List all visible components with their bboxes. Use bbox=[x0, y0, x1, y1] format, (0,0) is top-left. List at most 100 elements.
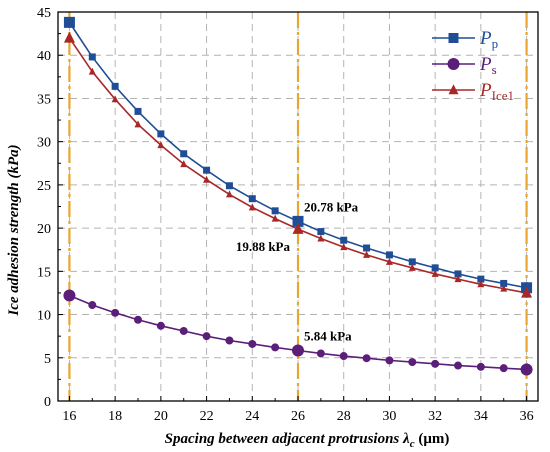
data-point-ice1 bbox=[203, 175, 211, 183]
x-axis-title-symbol: λ bbox=[402, 431, 410, 447]
y-tick-label: 40 bbox=[37, 49, 51, 64]
data-point-ice1 bbox=[63, 31, 75, 43]
data-point-ice1 bbox=[477, 280, 485, 288]
y-tick-label: 0 bbox=[44, 395, 51, 410]
x-tick-label: 24 bbox=[245, 409, 259, 424]
data-point-p bbox=[203, 166, 211, 174]
data-point-s bbox=[292, 344, 304, 357]
annotation-label: 5.84 kPa bbox=[304, 329, 352, 344]
y-tick-label: 25 bbox=[37, 179, 51, 194]
axis-ticks bbox=[58, 11, 528, 402]
data-point-s bbox=[179, 326, 188, 335]
x-tick-label: 34 bbox=[474, 409, 488, 424]
data-point-ice1 bbox=[454, 275, 462, 283]
data-point-p bbox=[180, 150, 188, 158]
x-tick-label: 20 bbox=[154, 409, 168, 424]
data-point-p bbox=[363, 244, 371, 252]
data-point-s bbox=[202, 332, 211, 341]
data-point-s bbox=[499, 364, 508, 373]
legend-entry: Pp bbox=[479, 28, 498, 51]
data-point-ice1 bbox=[292, 222, 304, 234]
data-point-s bbox=[385, 356, 394, 365]
legend-marker bbox=[447, 58, 460, 70]
data-point-p bbox=[88, 53, 96, 61]
data-point-s bbox=[476, 362, 485, 371]
data-point-ice1 bbox=[225, 190, 233, 198]
data-point-s bbox=[134, 315, 142, 324]
data-point-p bbox=[248, 195, 256, 203]
legend-marker bbox=[448, 33, 459, 43]
y-tick-label: 10 bbox=[37, 309, 51, 324]
data-point-p bbox=[385, 251, 393, 259]
data-point-ice1 bbox=[134, 120, 142, 128]
data-point-s bbox=[156, 321, 165, 330]
x-axis-title-unit: (μm) bbox=[415, 431, 450, 447]
legend-entry: PIce1 bbox=[479, 80, 514, 103]
data-point-ice1 bbox=[521, 286, 533, 298]
data-point-s bbox=[339, 352, 348, 361]
x-tick-label: 36 bbox=[520, 409, 534, 424]
x-tick-label: 26 bbox=[291, 409, 305, 424]
data-point-p bbox=[271, 207, 279, 215]
data-point-p bbox=[340, 236, 348, 244]
data-point-ice1 bbox=[88, 67, 96, 75]
data-point-p bbox=[157, 130, 165, 138]
data-point-p bbox=[431, 264, 439, 272]
data-point-p bbox=[477, 275, 485, 283]
y-tick-label: 20 bbox=[37, 222, 51, 237]
data-point-ice1 bbox=[363, 250, 371, 258]
y-tick-label: 15 bbox=[37, 265, 51, 280]
data-point-s bbox=[362, 354, 371, 363]
data-point-p bbox=[454, 270, 462, 278]
data-point-ice1 bbox=[317, 234, 325, 242]
reference-lines bbox=[68, 12, 528, 401]
annotations: 20.78 kPa 19.88 kPa 5.84 kPa bbox=[236, 199, 359, 343]
data-point-s bbox=[454, 361, 462, 370]
y-tick-label: 5 bbox=[44, 352, 51, 367]
data-point-s bbox=[431, 359, 440, 368]
data-point-ice1 bbox=[500, 284, 508, 292]
x-tick-label: 30 bbox=[382, 409, 396, 424]
x-tick-label: 16 bbox=[62, 409, 76, 424]
annotation-label: 19.88 kPa bbox=[236, 239, 291, 254]
series-markers bbox=[63, 16, 533, 376]
data-point-p bbox=[111, 82, 119, 90]
legend-marker bbox=[448, 84, 459, 95]
data-point-s bbox=[63, 289, 76, 302]
data-point-p bbox=[134, 107, 142, 115]
x-axis-title-subscript: c bbox=[410, 438, 415, 450]
data-point-s bbox=[111, 308, 120, 317]
data-point-p bbox=[225, 182, 233, 190]
data-point-s bbox=[271, 343, 280, 352]
data-point-ice1 bbox=[340, 243, 348, 251]
x-tick-label: 28 bbox=[337, 409, 351, 424]
legend-entry: Ps bbox=[479, 54, 497, 77]
y-axis-title: Ice adhesion strength (kPa) bbox=[6, 144, 22, 316]
data-point-ice1 bbox=[248, 203, 256, 211]
data-point-ice1 bbox=[157, 141, 165, 149]
data-point-s bbox=[225, 336, 234, 345]
data-point-s bbox=[520, 363, 533, 376]
x-tick-label: 18 bbox=[108, 409, 122, 424]
axis-tick-labels: 16 18 20 22 24 26 28 30 32 34 36 0 5 10 15 20 25 30 35 40 45 bbox=[37, 6, 534, 424]
data-point-ice1 bbox=[180, 160, 188, 168]
y-tick-label: 30 bbox=[37, 136, 51, 151]
data-point-s bbox=[248, 339, 257, 348]
x-axis-title-main: Spacing between adjacent protrusions bbox=[165, 431, 403, 447]
data-point-p bbox=[317, 228, 325, 236]
y-tick-label: 35 bbox=[37, 92, 51, 107]
x-tick-label: 32 bbox=[428, 409, 442, 424]
data-point-s bbox=[408, 358, 417, 367]
legend: Pp Ps PIce1 bbox=[432, 28, 514, 103]
data-point-s bbox=[316, 349, 325, 358]
data-point-s bbox=[88, 301, 97, 310]
data-point-p bbox=[500, 279, 508, 287]
data-point-ice1 bbox=[385, 257, 393, 265]
data-point-ice1 bbox=[431, 269, 439, 277]
y-tick-label: 45 bbox=[37, 6, 51, 21]
x-axis-title: Spacing between adjacent protrusions λc … bbox=[165, 431, 450, 450]
data-point-ice1 bbox=[408, 263, 416, 271]
data-point-ice1 bbox=[271, 214, 279, 222]
data-point-p bbox=[408, 258, 416, 266]
